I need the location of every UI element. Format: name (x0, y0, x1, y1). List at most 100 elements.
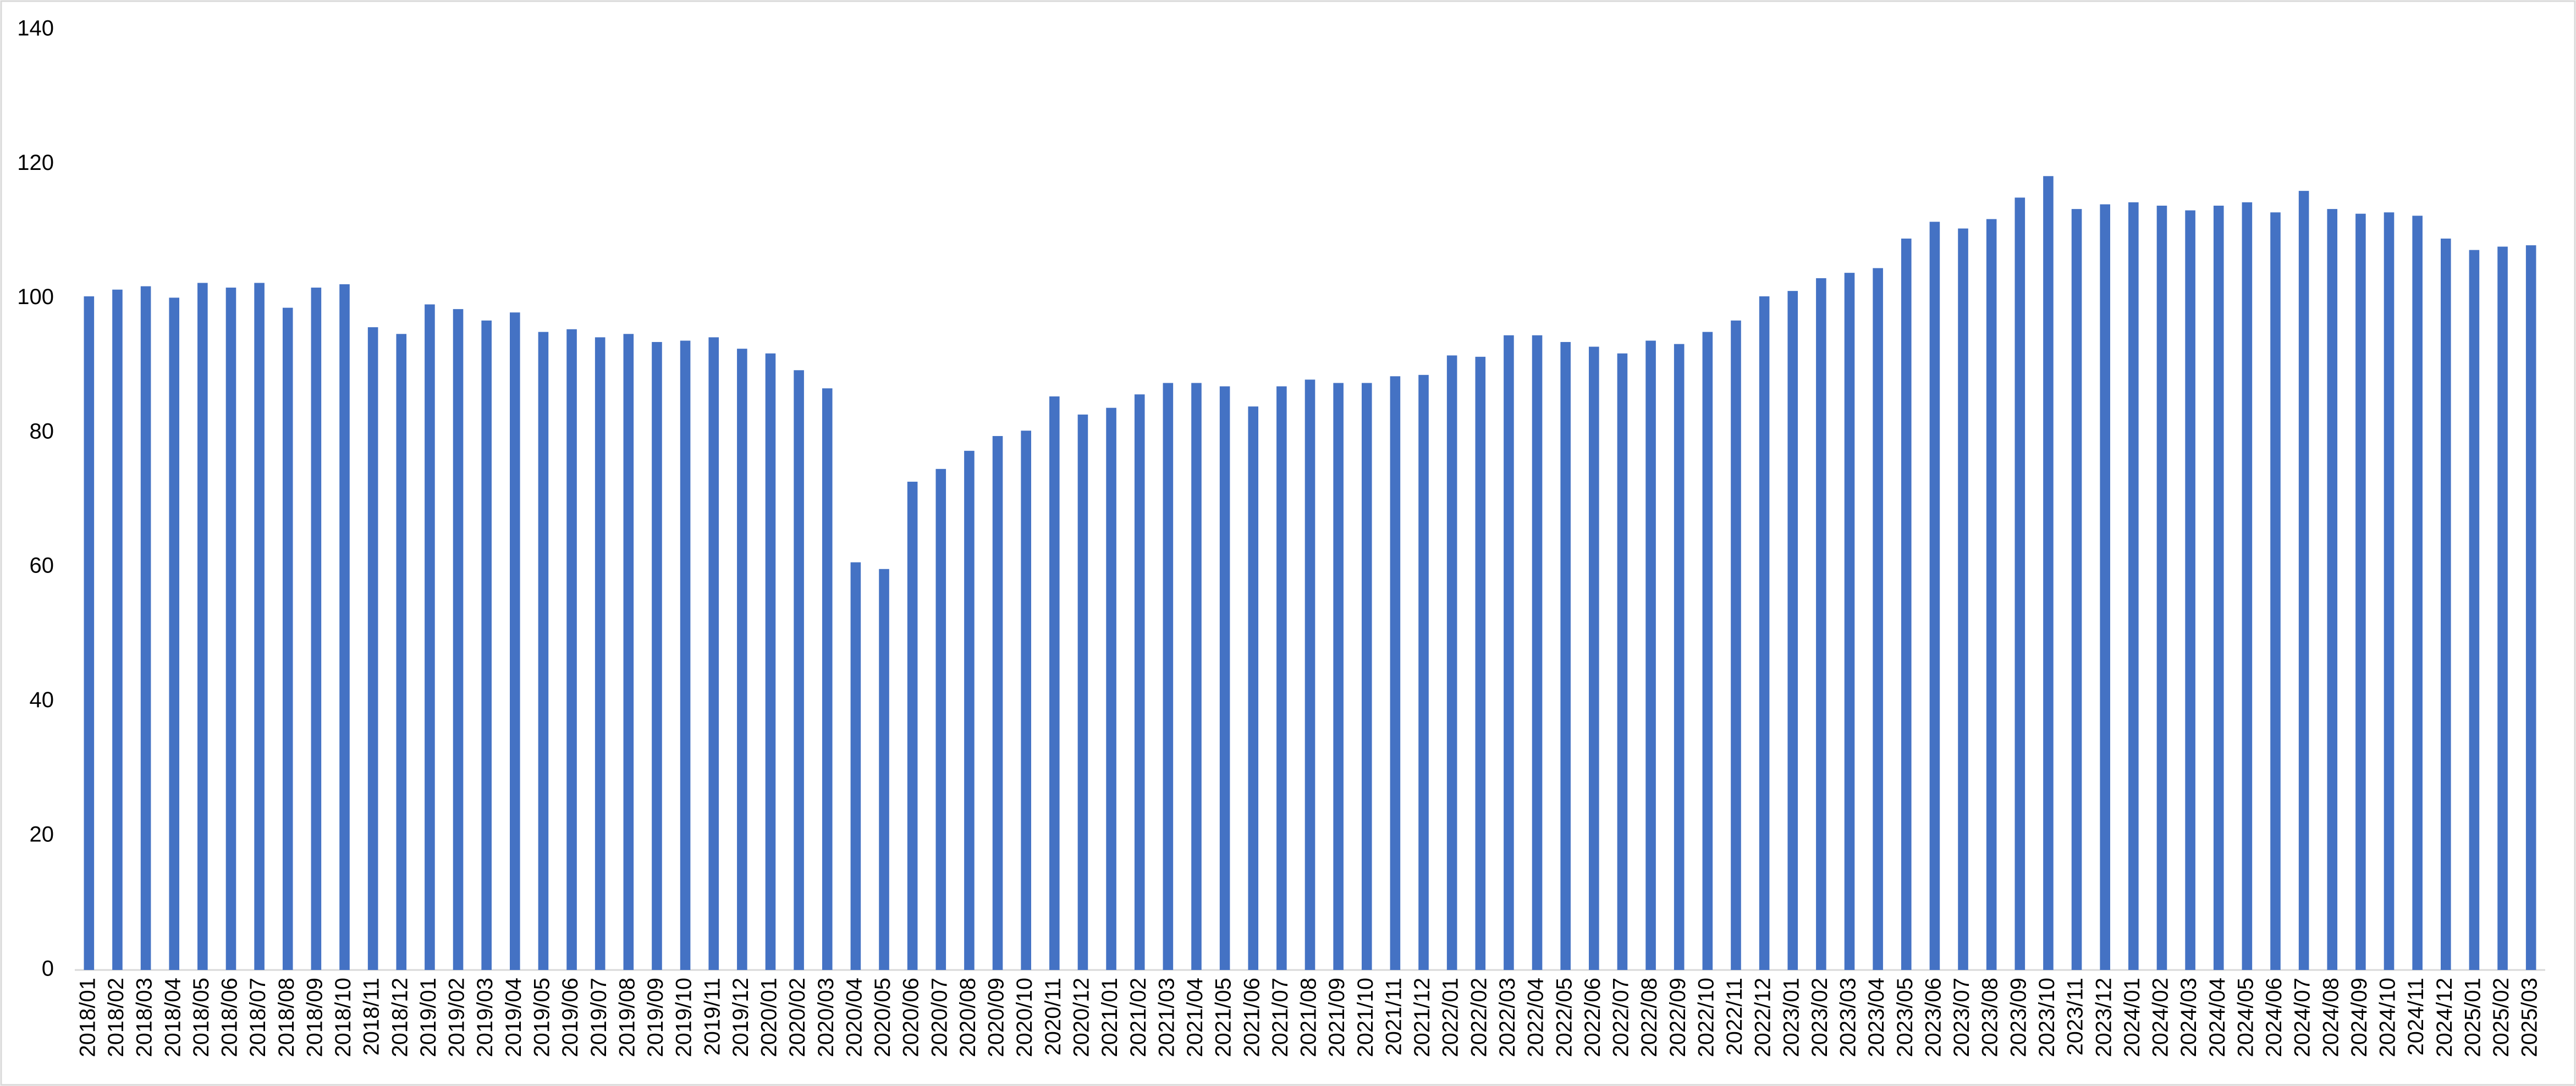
bar (1134, 394, 1145, 970)
bar (566, 329, 577, 971)
x-tick-label: 2024/07 (2291, 978, 2315, 1057)
bar (1361, 383, 1372, 970)
x-tick-label: 2019/01 (416, 978, 441, 1057)
x-tick-label: 2019/09 (643, 978, 668, 1057)
x-tick-label: 2020/10 (1012, 978, 1037, 1057)
bar (2071, 209, 2082, 970)
x-tick-label: 2018/07 (246, 978, 270, 1057)
x-tick-label: 2023/11 (2063, 978, 2088, 1056)
x-tick-label: 2020/03 (814, 978, 838, 1057)
bar (1248, 406, 1259, 970)
bar (2440, 238, 2451, 971)
bar (1191, 383, 1202, 970)
x-tick-label: 2018/09 (302, 978, 327, 1057)
bar (1106, 407, 1116, 970)
x-tick-label: 2018/08 (274, 978, 299, 1057)
bar (538, 332, 549, 971)
x-tick-label: 2019/02 (445, 978, 469, 1057)
x-tick-label: 2024/05 (2233, 978, 2258, 1057)
bar (850, 562, 861, 970)
x-tick-label: 2023/04 (1864, 978, 1889, 1057)
bar (1219, 386, 1230, 970)
bar (254, 283, 265, 971)
bar (2270, 212, 2281, 971)
bar (282, 307, 293, 971)
bar (2043, 176, 2054, 970)
bar (112, 289, 123, 970)
x-tick-label: 2020/11 (1041, 978, 1065, 1056)
bar (2213, 206, 2224, 970)
x-tick-label: 2019/03 (473, 978, 497, 1057)
bar (1816, 278, 1826, 970)
bar (453, 309, 464, 970)
x-tick-label: 2022/11 (1722, 978, 1747, 1056)
x-tick-label: 2025/02 (2489, 978, 2513, 1057)
bar (311, 288, 322, 970)
x-tick-label: 2018/06 (218, 978, 242, 1057)
x-tick-label: 2024/09 (2347, 978, 2371, 1057)
bar (1702, 332, 1713, 971)
bar (1021, 431, 1031, 970)
bar (2525, 245, 2536, 970)
x-tick-label: 2020/08 (956, 978, 980, 1057)
bar (1333, 383, 1344, 970)
bar (197, 283, 208, 971)
x-tick-label: 2021/10 (1353, 978, 1378, 1057)
bar (2185, 210, 2195, 970)
x-tick-label: 2019/06 (558, 978, 582, 1057)
x-tick-label: 2022/03 (1495, 978, 1520, 1057)
x-tick-label: 2023/03 (1836, 978, 1861, 1057)
x-tick-label: 2020/01 (757, 978, 781, 1057)
x-tick-label: 2020/06 (899, 978, 923, 1057)
bar (2242, 202, 2253, 971)
bar (1418, 374, 1429, 971)
x-tick-label: 2021/02 (1126, 978, 1151, 1057)
bar (652, 341, 662, 970)
bar (2298, 191, 2309, 971)
x-tick-label: 2022/08 (1637, 978, 1661, 1057)
x-tick-label: 2018/01 (75, 978, 100, 1057)
bar (1163, 383, 1174, 970)
bar (1390, 376, 1401, 971)
x-tick-label: 2023/01 (1779, 978, 1803, 1057)
bar (964, 450, 975, 970)
x-tick-label: 2024/10 (2376, 978, 2400, 1057)
x-tick-label: 2019/04 (502, 978, 526, 1057)
bar (2355, 213, 2366, 971)
x-tick-label: 2018/03 (133, 978, 157, 1057)
bar (425, 304, 435, 971)
bar (339, 284, 350, 971)
bar (794, 370, 804, 970)
x-tick-label: 2021/04 (1183, 978, 1207, 1057)
bar (1504, 335, 1514, 970)
bar (1532, 335, 1543, 970)
bar (1929, 222, 1940, 970)
bar (396, 334, 407, 970)
x-tick-label: 2019/05 (530, 978, 554, 1057)
y-tick-label: 0 (42, 957, 54, 981)
x-tick-label: 2021/12 (1410, 978, 1434, 1057)
x-tick-label: 2018/02 (104, 978, 128, 1057)
x-tick-label: 2020/07 (927, 978, 951, 1057)
bar (2327, 209, 2338, 970)
x-tick-label: 2023/05 (1893, 978, 1917, 1057)
x-tick-label: 2018/11 (360, 978, 384, 1056)
x-tick-label: 2021/11 (1381, 978, 1406, 1056)
bar (481, 320, 492, 970)
x-tick-label: 2019/12 (729, 978, 753, 1057)
x-tick-label: 2018/10 (331, 978, 355, 1057)
bar (1787, 291, 1798, 970)
x-tick-label: 2020/09 (984, 978, 1009, 1057)
bar (2497, 246, 2508, 970)
bar (680, 340, 691, 970)
bar (140, 286, 151, 970)
bar (765, 353, 776, 971)
x-tick-label: 2023/07 (1950, 978, 1974, 1057)
x-tick-label: 2024/06 (2262, 978, 2286, 1057)
bar (1077, 414, 1088, 970)
bar (84, 296, 95, 970)
bar (2469, 250, 2480, 971)
x-tick-label: 2024/04 (2205, 978, 2230, 1057)
bar (1901, 238, 1912, 971)
